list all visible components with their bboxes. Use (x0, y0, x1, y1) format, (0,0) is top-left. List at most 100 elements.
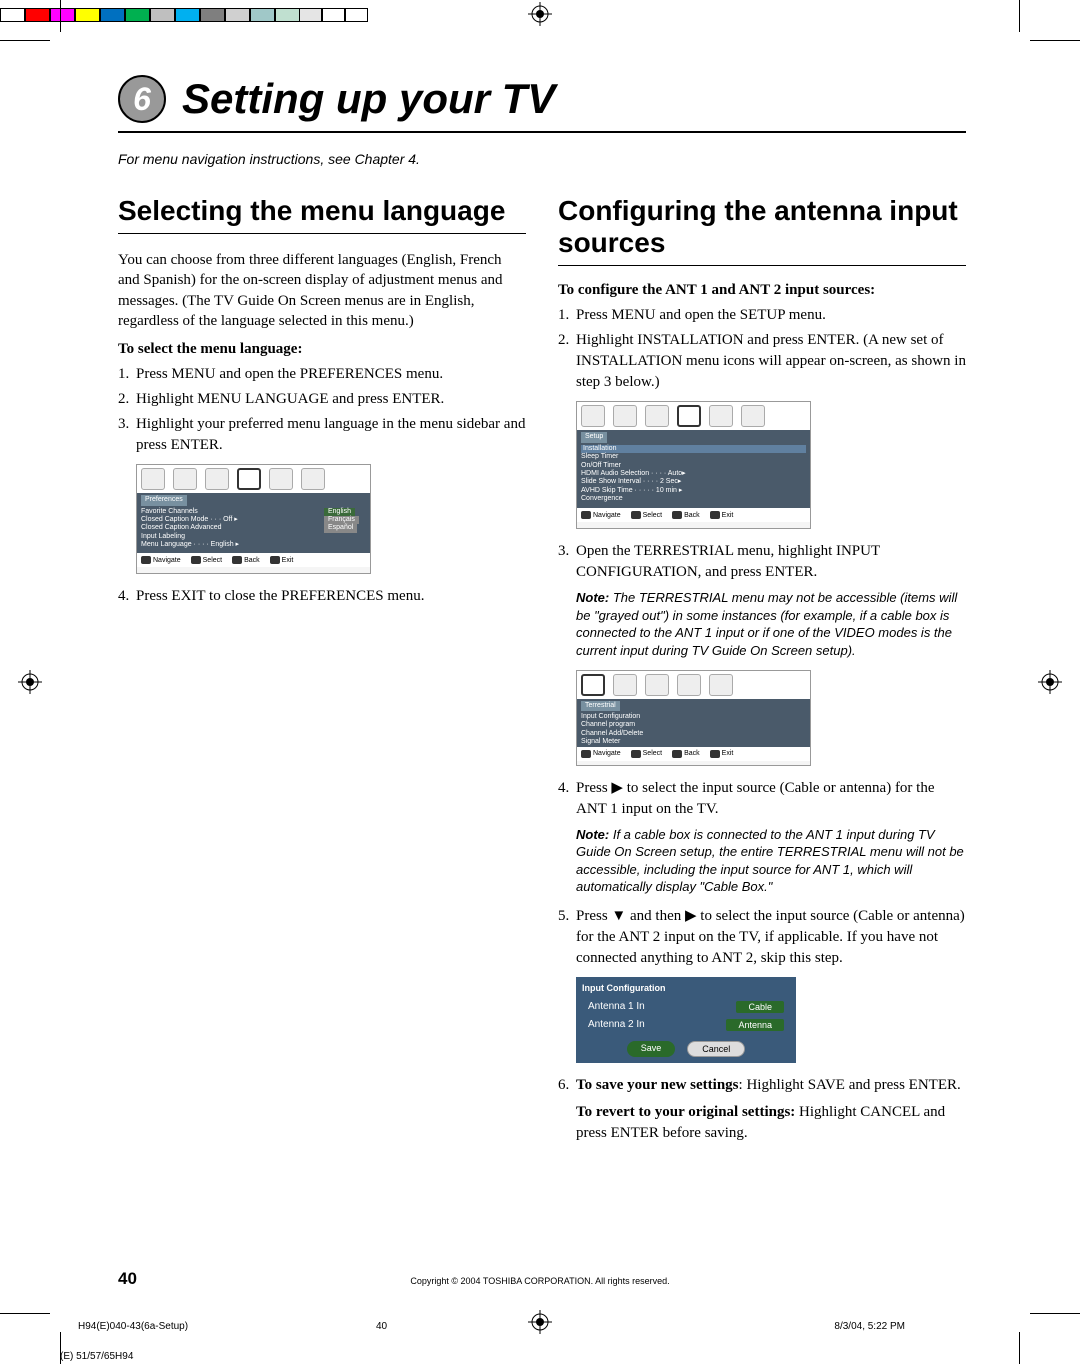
menu-item: HDMI Audio Selection · · · · Auto▸ (581, 470, 806, 478)
nav-hint: Select (643, 512, 662, 519)
config-label: Antenna 2 In (588, 1019, 645, 1030)
menu-item: Channel program (581, 721, 806, 729)
menu-icon (301, 468, 325, 490)
chapter-number-badge: 6 (118, 75, 166, 123)
menu-icon (709, 405, 733, 427)
list-item: Highlight MENU LANGUAGE and press ENTER. (136, 389, 526, 410)
print-info: 40 (376, 1321, 387, 1332)
menu-tab: Setup (581, 432, 607, 442)
chapter-header: 6 Setting up your TV (118, 75, 966, 133)
menu-item: Favorite Channels (141, 508, 324, 516)
nav-hint: Back (244, 557, 260, 564)
menu-icon (677, 405, 701, 427)
preferences-menu-screenshot: Preferences Favorite Channels Closed Cap… (136, 464, 371, 574)
config-value: Cable (736, 1001, 784, 1013)
subhead-left: To select the menu language: (118, 341, 526, 358)
copyright-notice: Copyright © 2004 TOSHIBA CORPORATION. Al… (410, 1276, 669, 1286)
menu-item: Signal Meter (581, 738, 806, 746)
crop-mark (1019, 0, 1020, 32)
crop-mark (60, 0, 61, 32)
menu-icon (237, 468, 261, 490)
page-number: 40 (118, 1269, 137, 1289)
menu-item: Channel Add/Delete (581, 730, 806, 738)
menu-item: Closed Caption Advanced (141, 524, 324, 532)
crop-mark (0, 1313, 50, 1314)
list-item: Press ▶ to select the input source (Cabl… (576, 778, 966, 820)
list-item: Press ▼ and then ▶ to select the input s… (576, 906, 966, 969)
list-item: Press MENU and open the SETUP menu. (576, 305, 966, 326)
section-title-left: Selecting the menu language (118, 195, 526, 234)
menu-icon (677, 674, 701, 696)
menu-icon (645, 405, 669, 427)
list-item: Press EXIT to close the PREFERENCES menu… (136, 586, 526, 607)
cancel-button: Cancel (687, 1041, 745, 1057)
nav-hint: Navigate (593, 512, 621, 519)
menu-icon (173, 468, 197, 490)
menu-option: English (324, 508, 355, 516)
registration-mark-icon (528, 1310, 552, 1334)
input-config-screenshot: Input Configuration Antenna 1 In Cable A… (576, 977, 796, 1063)
crop-mark (1030, 1313, 1080, 1314)
menu-icon (141, 468, 165, 490)
config-label: Antenna 1 In (588, 1001, 645, 1012)
right-column: Configuring the antenna input sources To… (558, 195, 966, 1148)
list-item: To save your new settings: Highlight SAV… (576, 1075, 966, 1144)
crop-mark (1030, 40, 1080, 41)
crop-mark (1019, 1332, 1020, 1364)
intro-paragraph: You can choose from three different lang… (118, 250, 526, 331)
terrestrial-menu-screenshot: Terrestrial Input Configuration Channel … (576, 670, 811, 766)
config-value: Antenna (726, 1019, 784, 1031)
nav-hint: Select (203, 557, 222, 564)
registration-mark-icon (528, 2, 552, 26)
note-text: Note: The TERRESTRIAL menu may not be ac… (576, 589, 966, 659)
list-item: Highlight INSTALLATION and press ENTER. … (576, 330, 966, 393)
color-bars-right (0, 8, 300, 22)
menu-icon (581, 674, 605, 696)
print-info: 8/3/04, 5:22 PM (834, 1321, 905, 1332)
menu-item: Menu Language · · · · English ▸ (141, 541, 324, 549)
menu-item: Sleep Timer (581, 453, 806, 461)
note-text: Note: If a cable box is connected to the… (576, 826, 966, 896)
crop-mark (0, 40, 50, 41)
menu-item: Closed Caption Mode · · · Off ▸ (141, 516, 324, 524)
nav-hint: Exit (282, 557, 294, 564)
nav-hint: Back (684, 512, 700, 519)
menu-option: Español (324, 524, 357, 532)
menu-item: On/Off Timer (581, 462, 806, 470)
registration-mark-icon (1038, 670, 1062, 694)
menu-icon (741, 405, 765, 427)
menu-tab: Terrestrial (581, 701, 620, 711)
menu-item: Slide Show Interval · · · · 2 Sec▸ (581, 478, 806, 486)
menu-item: Input Labeling (141, 533, 324, 541)
menu-icon (613, 674, 637, 696)
nav-hint: Navigate (593, 750, 621, 757)
save-button: Save (627, 1041, 676, 1057)
menu-icon (269, 468, 293, 490)
chapter-subtitle: For menu navigation instructions, see Ch… (118, 151, 966, 167)
list-item: Highlight your preferred menu language i… (136, 414, 526, 456)
nav-hint: Exit (722, 512, 734, 519)
print-info: H94(E)040-43(6a-Setup) (78, 1321, 188, 1332)
left-column: Selecting the menu language You can choo… (118, 195, 526, 1148)
menu-item: Input Configuration (581, 713, 806, 721)
menu-icon (613, 405, 637, 427)
list-item: Open the TERRESTRIAL menu, highlight INP… (576, 541, 966, 583)
nav-hint: Back (684, 750, 700, 757)
menu-icon (645, 674, 669, 696)
menu-icon (709, 674, 733, 696)
nav-hint: Navigate (153, 557, 181, 564)
menu-item: AVHD Skip Time · · · · · 10 min ▸ (581, 487, 806, 495)
menu-item: Convergence (581, 495, 806, 503)
registration-mark-icon (18, 670, 42, 694)
menu-tab: Preferences (141, 495, 187, 505)
chapter-title: Setting up your TV (182, 75, 555, 123)
menu-icon (205, 468, 229, 490)
menu-item: Installation (581, 445, 806, 453)
menu-icon (581, 405, 605, 427)
print-info: (E) 51/57/65H94 (60, 1351, 133, 1362)
nav-hint: Select (643, 750, 662, 757)
config-title: Input Configuration (582, 983, 790, 993)
subhead-right: To configure the ANT 1 and ANT 2 input s… (558, 282, 966, 299)
menu-option: Français (324, 516, 359, 524)
section-title-right: Configuring the antenna input sources (558, 195, 966, 266)
